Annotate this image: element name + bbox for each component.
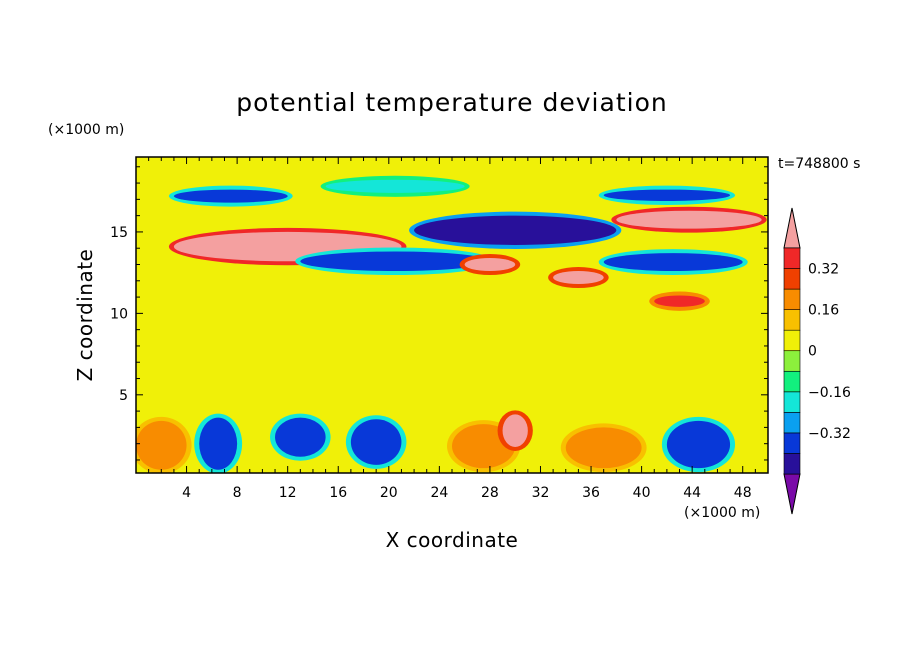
region-core: [464, 257, 516, 272]
colorbar-segment: [783, 453, 801, 475]
x-tick-label: 28: [481, 485, 499, 501]
colorbar-segment: [783, 268, 801, 290]
y-axis-title: Z coordinate: [73, 249, 97, 382]
colorbar-segment: [783, 247, 801, 269]
colorbar-segment: [783, 412, 801, 434]
region-core: [414, 215, 617, 245]
colorbar-bottom-arrow: [783, 473, 801, 515]
colorbar-segment: [783, 432, 801, 454]
x-tick-label: 40: [633, 485, 651, 501]
region-core: [502, 414, 528, 447]
colorbar-segment: [783, 391, 801, 413]
region-core: [565, 427, 642, 469]
field-regions: [136, 175, 767, 473]
contour-field: [136, 157, 768, 473]
region-core: [173, 189, 288, 203]
x-unit-label: (×1000 m): [684, 505, 760, 521]
colorbar-label: 0.16: [808, 303, 839, 319]
chart-title: potential temperature deviation: [236, 88, 667, 117]
region-core: [654, 295, 705, 307]
colorbar-label: 0.32: [808, 262, 839, 278]
region-core: [603, 253, 743, 272]
colorbar-label: 0: [808, 344, 817, 360]
x-tick-label: 20: [380, 485, 398, 501]
region-core: [199, 417, 238, 470]
x-tick-label: 36: [582, 485, 600, 501]
x-tick-label: 24: [430, 485, 448, 501]
region-core: [300, 251, 490, 272]
time-label: t=748800 s: [778, 156, 860, 172]
colorbar-segment: [783, 309, 801, 331]
colorbar-segment: [783, 370, 801, 393]
x-axis: 4 8 12 16 20 24 28 32 36 40 44 48: [148, 157, 756, 501]
x-axis-title: X coordinate: [386, 528, 519, 552]
region-core: [666, 420, 731, 469]
colorbar-label: −0.16: [808, 385, 851, 401]
region-core: [275, 417, 326, 457]
y-unit-label: (×1000 m): [48, 122, 124, 138]
colorbar-segment: [783, 329, 801, 352]
region-core: [603, 189, 731, 201]
region-core: [325, 179, 465, 193]
y-axis: 5 10 15: [110, 166, 768, 461]
x-tick-label: 16: [329, 485, 347, 501]
x-tick-label: 8: [233, 485, 242, 501]
colorbar-label: −0.32: [808, 426, 851, 442]
x-tick-label: 32: [532, 485, 550, 501]
y-tick-label: 5: [119, 388, 128, 404]
region-core: [136, 420, 187, 470]
x-tick-label: 4: [182, 485, 191, 501]
colorbar-segment: [783, 350, 801, 372]
colorbar-segment: [783, 288, 801, 310]
y-tick-label: 10: [110, 306, 128, 322]
colorbar-top-arrow: [783, 207, 801, 249]
region-core: [553, 271, 604, 285]
colorbar: 0.32 0.16 0 −0.16 −0.32: [783, 207, 851, 515]
x-tick-label: 48: [734, 485, 752, 501]
x-tick-label: 44: [683, 485, 701, 501]
region-core: [616, 210, 762, 229]
x-tick-label: 12: [279, 485, 297, 501]
region-core: [350, 419, 402, 465]
y-tick-label: 15: [110, 225, 128, 241]
